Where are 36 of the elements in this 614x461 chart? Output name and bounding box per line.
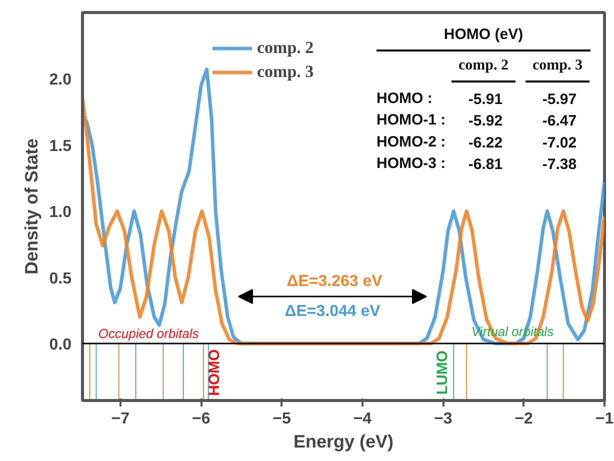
annotation: -7.02: [542, 134, 577, 152]
y-tick-label: 0.5: [49, 270, 72, 288]
legend-label: comp. 2: [257, 38, 314, 58]
annotation: HOMO-3 :: [376, 155, 446, 172]
annotation: HOMO-1 :: [376, 112, 446, 129]
y-tick-label: 0.0: [49, 336, 72, 354]
annotation: -5.91: [468, 91, 503, 108]
legend-label: comp. 3: [257, 62, 314, 82]
annotation: HOMO-2 :: [376, 133, 446, 150]
y-tick-label: 1.5: [49, 138, 72, 155]
x-tick-label: −5: [272, 410, 291, 428]
x-tick-label: −7: [111, 410, 130, 428]
x-axis-title: Energy (eV): [293, 432, 394, 452]
y-tick-label: 2.0: [49, 72, 72, 89]
annotation: -6.81: [468, 156, 503, 174]
x-tick-label: −4: [353, 410, 372, 428]
annotation: ΔE=3.044 eV: [284, 303, 381, 320]
annotation: LUMO: [434, 350, 451, 395]
annotation: -6.47: [542, 112, 577, 130]
y-tick-label: 1.0: [49, 204, 72, 222]
annotation: comp. 3: [532, 58, 582, 74]
x-tick-label: −6: [192, 410, 210, 428]
annotation: Occupied orbitals: [98, 326, 200, 341]
annotation: HOMO (eV): [444, 26, 524, 43]
x-tick-label: −3: [434, 410, 452, 428]
x-tick-label: −2: [514, 410, 534, 428]
annotation: -6.22: [468, 134, 503, 152]
annotation: -5.92: [468, 112, 503, 130]
annotation: comp. 2: [458, 58, 508, 74]
annotation: -7.38: [542, 156, 577, 174]
y-axis-title: Density of State: [21, 138, 42, 275]
annotation: HOMO :: [376, 90, 432, 107]
annotation: -5.97: [542, 91, 577, 108]
x-tick-label: −1: [595, 410, 614, 428]
annotation: HOMO: [206, 348, 223, 396]
annotation: ΔE=3.263 eV: [286, 273, 383, 290]
